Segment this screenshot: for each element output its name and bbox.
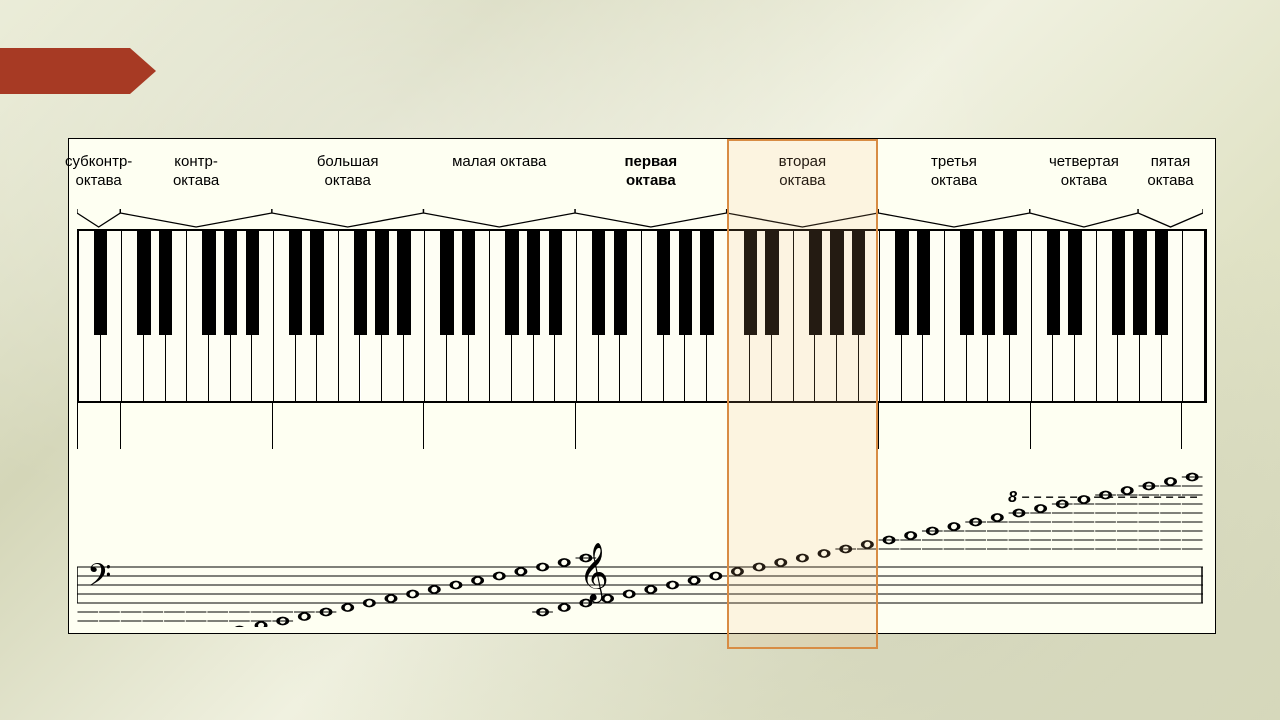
octave-label-kontr: контр- октава [173,153,219,191]
black-key [354,231,367,335]
octave-tick [423,403,424,449]
diagram-panel: субконтр- октава контр- октава большая окт… [68,138,1216,634]
octave-tick [1030,403,1031,449]
octave-pointer [120,209,272,227]
octave-pointer [575,209,727,227]
octave-tick [120,403,121,449]
black-key [592,231,605,335]
ottava-label: 8 [1008,489,1017,506]
octave-tick [878,403,879,449]
black-key [289,231,302,335]
black-key [1003,231,1016,335]
black-key [917,231,930,335]
black-key [765,231,778,335]
black-key [462,231,475,335]
octave-labels-row: субконтр- октаваконтр- октавабольшая окт… [77,143,1207,207]
black-key [527,231,540,335]
octave-pointer [77,209,120,227]
black-key [94,231,107,335]
black-key [744,231,757,335]
black-key [224,231,237,335]
slide-accent-arrow [0,48,156,94]
black-key [202,231,215,335]
black-key [375,231,388,335]
black-key [549,231,562,335]
accent-triangle [130,48,156,94]
black-key [1068,231,1081,335]
octave-tick [575,403,576,449]
black-key [614,231,627,335]
octave-label-chetvert: четвертая октава [1049,153,1119,191]
black-key [1133,231,1146,335]
bass-clef: 𝄢 [87,559,111,601]
octave-label-malaya: малая октава [452,153,546,172]
black-key [440,231,453,335]
black-key [657,231,670,335]
octave-pointer [272,209,424,227]
piano-keyboard [77,229,1207,403]
octave-pointer [878,209,1030,227]
black-key [310,231,323,335]
treble-clef: 𝄞 [579,544,609,604]
octave-label-bolshaya: большая октава [317,153,379,191]
octave-pointer [423,209,575,227]
black-key [1112,231,1125,335]
octave-pointer [1030,209,1138,227]
octave-label-vtoraya: вторая октава [779,153,827,191]
black-key [246,231,259,335]
black-key [895,231,908,335]
octave-tick [77,403,78,449]
black-key [397,231,410,335]
black-key [809,231,822,335]
octave-label-pyataya: пятая октава [1147,153,1193,191]
black-key [159,231,172,335]
black-key [960,231,973,335]
octave-pointer [727,209,879,227]
black-key [1047,231,1060,335]
black-key [700,231,713,335]
octave-tick [1181,403,1182,449]
octave-label-tretya: третья октава [931,153,977,191]
black-key [852,231,865,335]
black-key [830,231,843,335]
black-key [137,231,150,335]
white-key [1183,231,1205,401]
grand-staff-area: 𝄢 𝄞 8 [77,449,1207,627]
accent-bar [0,48,130,94]
black-key [1155,231,1168,335]
octave-pointer [1138,209,1203,227]
black-key [679,231,692,335]
octave-pointer-row [77,207,1207,229]
octave-label-subkontr: субконтр- октава [65,153,132,191]
octave-label-pervaya: первая октава [624,153,677,191]
octave-tick [272,403,273,449]
pointer-svg [77,207,1203,229]
staff-svg: 𝄢 𝄞 8 [77,449,1203,627]
black-key [982,231,995,335]
octave-tick-row [77,403,1207,449]
octave-tick [727,403,728,449]
black-key [505,231,518,335]
